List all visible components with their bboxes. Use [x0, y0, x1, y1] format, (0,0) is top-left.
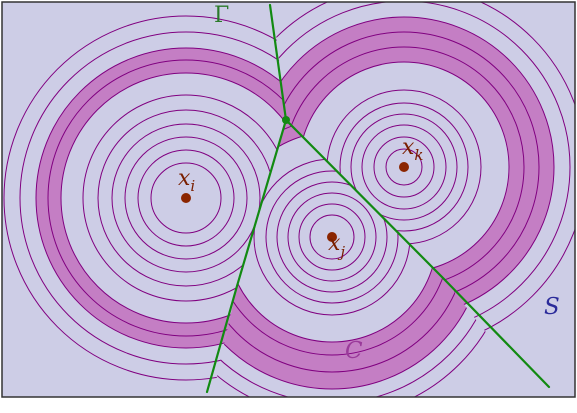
contour — [82, 94, 286, 302]
contour — [111, 123, 261, 273]
contour — [361, 124, 447, 210]
gamma-segment-j-k — [284, 118, 551, 389]
contour — [19, 31, 286, 365]
band-c-label: C — [345, 338, 363, 364]
contour — [60, 72, 286, 324]
contour — [35, 47, 286, 349]
center-label-j: xj — [328, 231, 345, 261]
gamma-junction-point — [282, 116, 290, 124]
center-label-i: xi — [178, 166, 195, 195]
contour — [124, 136, 248, 260]
diagram-frame — [1, 1, 576, 398]
center-point-i — [181, 193, 191, 203]
contour — [287, 192, 377, 282]
contour — [309, 214, 355, 260]
gamma-label: Γ — [214, 3, 229, 28]
contour — [276, 181, 388, 293]
center-point-j — [327, 232, 337, 242]
contour — [150, 162, 222, 234]
cell-i-circles — [3, 15, 286, 381]
center-label-k: xk — [402, 135, 424, 164]
gamma-segment-i-k — [268, 3, 288, 122]
contour — [137, 149, 235, 247]
gamma-boundary — [205, 3, 551, 394]
contour — [385, 148, 423, 186]
region-s-label: S — [544, 294, 560, 320]
gamma-segment-i-j — [205, 118, 288, 394]
contour — [339, 102, 469, 232]
contour — [350, 113, 458, 221]
contour — [373, 136, 435, 198]
contour — [3, 15, 286, 381]
contour — [265, 170, 399, 304]
contour — [47, 59, 286, 337]
center-point-k — [399, 162, 409, 172]
contour — [298, 203, 366, 271]
